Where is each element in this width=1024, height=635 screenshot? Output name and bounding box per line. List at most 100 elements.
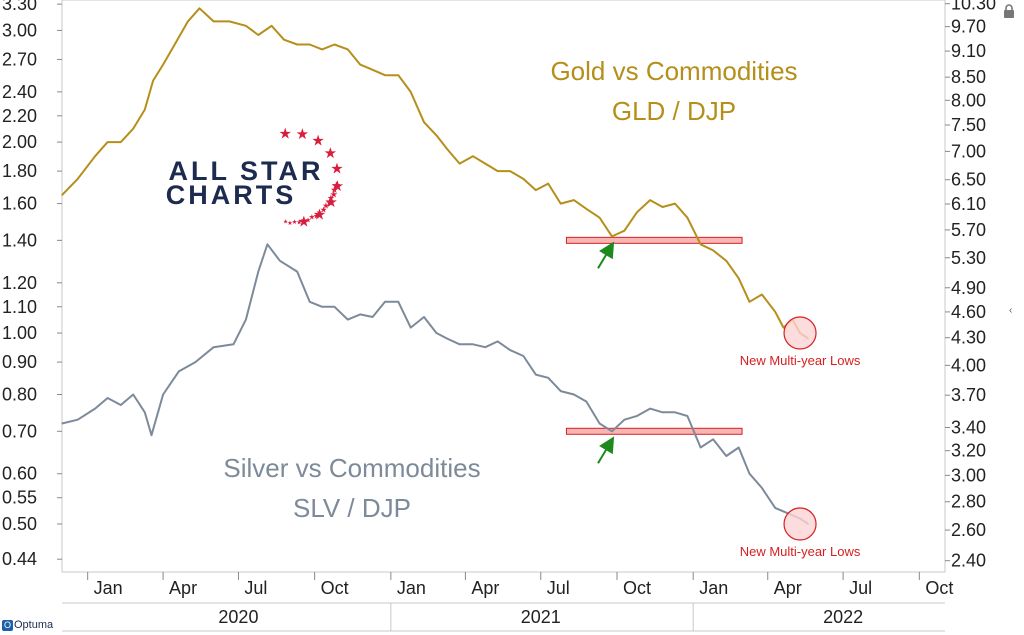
series-point <box>497 340 499 343</box>
left-tick-label: 0.90 <box>2 352 37 372</box>
series-point <box>162 63 164 66</box>
series-point <box>472 343 474 345</box>
left-axis: 0.44 0.50 0.55 0.60 0.70 0.80 0.90 1.00 1.10 1.20… <box>2 0 62 569</box>
logo-small-star-icon: ★ <box>327 193 335 203</box>
series-point <box>547 377 549 379</box>
series-point <box>700 243 702 245</box>
logo-star-icon: ★ <box>331 178 344 195</box>
left-tick-label: 0.60 <box>2 464 37 484</box>
series-point <box>212 20 215 22</box>
series-point <box>347 48 349 51</box>
series-point <box>309 43 311 46</box>
lock-icon[interactable] <box>1003 4 1015 23</box>
series-point <box>266 243 269 245</box>
right-tick-label: 8.50 <box>951 67 986 87</box>
series-point <box>725 260 727 262</box>
low-marker-circle <box>783 507 817 541</box>
month-tick-label: Jul <box>849 578 872 598</box>
logo-line2: CHARTS <box>166 180 297 210</box>
series-point <box>738 277 740 279</box>
series-point <box>535 189 537 191</box>
series-point <box>321 48 323 51</box>
logo-star-icon: ★ <box>297 214 310 231</box>
series-point <box>77 419 79 421</box>
series-point <box>94 155 96 157</box>
series-point <box>152 80 154 82</box>
series-point <box>748 301 751 303</box>
series-point <box>761 487 763 489</box>
year-label: 2021 <box>521 607 561 627</box>
series-point <box>270 25 273 27</box>
series-point <box>686 415 688 417</box>
series-point <box>372 69 374 71</box>
low-marker-label: New Multi-year Lows <box>740 353 861 368</box>
left-tick-label: 0.44 <box>2 549 37 569</box>
arrows <box>597 241 615 464</box>
series-point <box>257 34 259 36</box>
series-point <box>384 301 386 303</box>
series-point <box>509 170 511 172</box>
right-tick-label: 4.60 <box>951 302 986 322</box>
arrow-icon <box>597 241 615 269</box>
silver-title-line2: SLV / DJP <box>293 493 411 523</box>
series-point <box>636 211 638 213</box>
right-tick-label: 8.00 <box>951 90 986 110</box>
logo-star-icon: ★ <box>311 133 324 150</box>
low-markers: New Multi-year Lows New Multi-year Lows <box>740 316 861 559</box>
series-point <box>132 128 134 130</box>
series-point <box>61 422 63 425</box>
series-point <box>446 337 448 340</box>
logo-small-star-icon: ★ <box>283 218 288 225</box>
logo-star-icon: ★ <box>330 161 343 178</box>
month-tick-label: Oct <box>925 578 953 598</box>
left-tick-label: 2.20 <box>2 106 37 126</box>
series-point <box>458 162 461 165</box>
series-point <box>585 400 587 403</box>
logo-small-star-icon: ★ <box>332 181 341 192</box>
series-point <box>535 373 537 376</box>
left-tick-label: 0.80 <box>2 384 37 404</box>
scroll-left-icon[interactable]: ‹ <box>1009 305 1013 316</box>
support-band <box>565 236 743 244</box>
right-tick-label: 5.70 <box>951 220 986 240</box>
left-tick-label: 1.60 <box>2 194 37 214</box>
right-tick-label: 4.90 <box>951 278 986 298</box>
support-band <box>565 427 743 435</box>
series-point <box>573 199 575 201</box>
series-point <box>77 178 79 180</box>
left-tick-label: 3.00 <box>2 20 37 40</box>
month-tick-label: Jan <box>397 578 426 598</box>
left-tick-label: 0.55 <box>2 488 37 508</box>
series-point <box>423 121 425 123</box>
series-point <box>782 326 785 329</box>
month-tick-label: Jan <box>94 578 123 598</box>
left-tick-label: 0.70 <box>2 421 37 441</box>
series-point <box>611 430 613 432</box>
series-point <box>661 206 664 208</box>
series-point <box>384 74 386 76</box>
series-point <box>150 434 153 436</box>
series-point <box>174 43 176 46</box>
series-point <box>484 346 486 348</box>
series-point <box>547 183 549 185</box>
month-tick-label: Jul <box>547 578 570 598</box>
series-point <box>522 178 524 180</box>
series-point <box>661 411 664 413</box>
support-bands <box>565 236 743 435</box>
year-label: 2020 <box>218 607 258 627</box>
logo-star-icon: ★ <box>296 126 309 143</box>
series-point <box>700 446 702 449</box>
series-point <box>573 393 575 396</box>
series-point <box>761 293 763 296</box>
logo-stars-icon: ★ ★ ★★★★★★★★★★★★★★★★★★★★★★★ <box>278 126 344 231</box>
right-tick-label: 2.40 <box>951 551 986 571</box>
left-tick-label: 2.70 <box>2 49 37 69</box>
series-point <box>484 162 486 165</box>
series-point <box>748 473 751 475</box>
series-point <box>712 438 714 440</box>
logo-small-star-icon: ★ <box>313 211 320 220</box>
month-tick-label: Oct <box>321 578 349 598</box>
logo-star-icon: ★ <box>278 126 291 143</box>
right-tick-label: 10.30 <box>951 0 996 14</box>
